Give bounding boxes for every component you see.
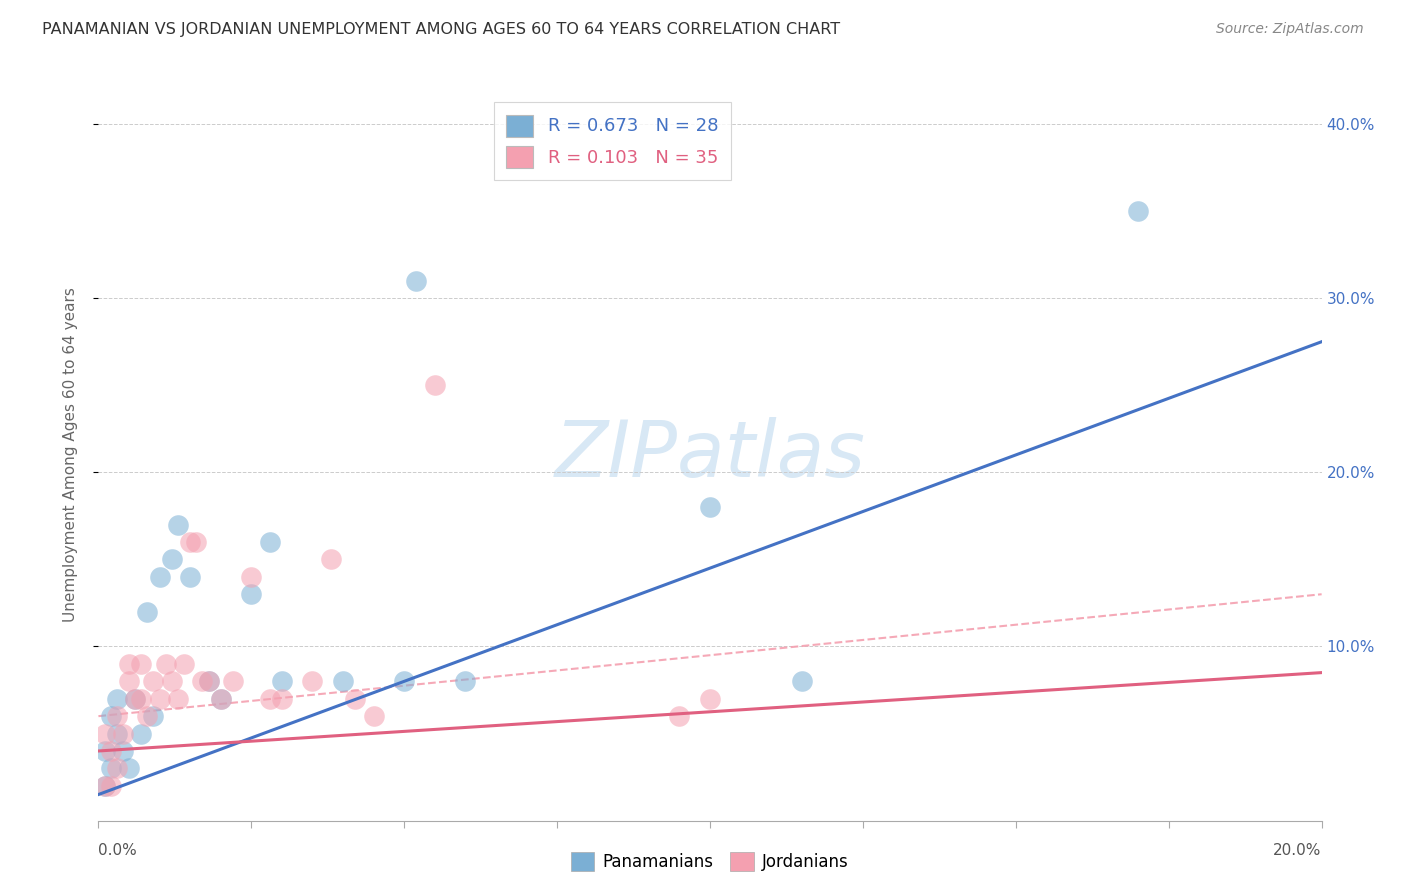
Legend: R = 0.673   N = 28, R = 0.103   N = 35: R = 0.673 N = 28, R = 0.103 N = 35	[494, 102, 731, 180]
Point	[454, 674, 477, 689]
Point	[344, 691, 367, 706]
Point	[118, 674, 141, 689]
Point	[197, 674, 219, 689]
Point	[118, 761, 141, 775]
Point	[136, 605, 159, 619]
Point	[790, 674, 813, 689]
Point	[392, 674, 416, 689]
Point	[129, 691, 152, 706]
Point	[129, 726, 152, 740]
Point	[668, 709, 690, 723]
Point	[105, 726, 128, 740]
Point	[100, 761, 122, 775]
Point	[363, 709, 385, 723]
Point	[319, 552, 342, 566]
Point	[136, 709, 159, 723]
Point	[100, 744, 122, 758]
Point	[100, 779, 122, 793]
Point	[699, 691, 721, 706]
Point	[93, 779, 115, 793]
Point	[105, 709, 128, 723]
Point	[301, 674, 323, 689]
Point	[167, 691, 190, 706]
Text: Source: ZipAtlas.com: Source: ZipAtlas.com	[1216, 22, 1364, 37]
Point	[270, 691, 292, 706]
Point	[222, 674, 245, 689]
Point	[209, 691, 232, 706]
Y-axis label: Unemployment Among Ages 60 to 64 years: Unemployment Among Ages 60 to 64 years	[63, 287, 77, 623]
Point	[142, 674, 165, 689]
Text: PANAMANIAN VS JORDANIAN UNEMPLOYMENT AMONG AGES 60 TO 64 YEARS CORRELATION CHART: PANAMANIAN VS JORDANIAN UNEMPLOYMENT AMO…	[42, 22, 841, 37]
Point	[111, 726, 134, 740]
Text: 0.0%: 0.0%	[98, 843, 138, 858]
Point	[197, 674, 219, 689]
Point	[93, 744, 115, 758]
Point	[332, 674, 354, 689]
Point	[405, 274, 427, 288]
Point	[240, 587, 263, 601]
Point	[209, 691, 232, 706]
Point	[118, 657, 141, 671]
Point	[149, 570, 172, 584]
Text: 20.0%: 20.0%	[1274, 843, 1322, 858]
Point	[124, 691, 146, 706]
Point	[124, 691, 146, 706]
Point	[167, 517, 190, 532]
Point	[100, 709, 122, 723]
Point	[179, 570, 201, 584]
Point	[240, 570, 263, 584]
Point	[93, 779, 115, 793]
Point	[259, 535, 281, 549]
Point	[155, 657, 177, 671]
Point	[149, 691, 172, 706]
Point	[1128, 204, 1150, 219]
Point	[259, 691, 281, 706]
Point	[111, 744, 134, 758]
Point	[160, 552, 183, 566]
Point	[699, 500, 721, 515]
Point	[173, 657, 195, 671]
Point	[179, 535, 201, 549]
Point	[93, 726, 115, 740]
Point	[186, 535, 208, 549]
Point	[105, 691, 128, 706]
Point	[142, 709, 165, 723]
Text: ZIPatlas: ZIPatlas	[554, 417, 866, 493]
Point	[129, 657, 152, 671]
Point	[270, 674, 292, 689]
Point	[423, 378, 446, 392]
Point	[160, 674, 183, 689]
Point	[191, 674, 214, 689]
Point	[105, 761, 128, 775]
